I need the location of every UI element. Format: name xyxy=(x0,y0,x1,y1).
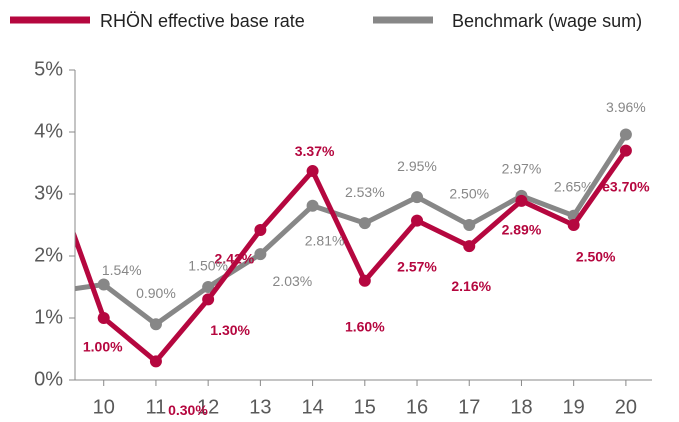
point xyxy=(149,355,162,368)
point xyxy=(411,191,424,204)
data-label: 2.81% xyxy=(305,232,345,248)
point xyxy=(463,219,476,231)
x-tick-label: 12 xyxy=(197,396,219,418)
x-tick-label: 16 xyxy=(406,396,428,418)
data-label: 2.16% xyxy=(451,278,491,294)
x-tick-label: 15 xyxy=(354,396,376,418)
x-tick-label: 20 xyxy=(615,396,637,418)
point xyxy=(358,274,371,287)
data-label: 3.37% xyxy=(295,143,335,159)
y-tick-label: 1% xyxy=(34,306,63,328)
y-tick-label: 3% xyxy=(34,182,63,204)
x-tick-label: 14 xyxy=(301,396,323,418)
x-tick-label: 19 xyxy=(563,396,585,418)
point xyxy=(463,240,476,253)
data-label: 1.50% xyxy=(188,258,228,274)
data-label: 2.97% xyxy=(502,161,542,177)
data-label: 2.57% xyxy=(397,258,437,274)
point xyxy=(567,219,580,231)
data-label: 2.53% xyxy=(345,184,385,200)
x-tick-label: 13 xyxy=(249,396,271,418)
point xyxy=(254,248,267,261)
legend-label: Benchmark (wage sum) xyxy=(452,11,642,31)
y-tick-label: 5% xyxy=(34,58,63,80)
x-tick-label: 10 xyxy=(93,396,115,418)
point xyxy=(358,217,371,230)
point xyxy=(619,144,632,157)
series-line xyxy=(75,149,628,364)
point xyxy=(149,318,162,331)
legend-label: RHÖN effective base rate xyxy=(100,11,305,31)
plot-area xyxy=(75,128,632,368)
x-tick-label: 11 xyxy=(146,396,167,418)
point xyxy=(306,165,319,178)
point xyxy=(515,194,528,207)
data-label: 3.96% xyxy=(606,99,646,115)
data-label: 2.03% xyxy=(273,273,313,289)
y-tick-label: 0% xyxy=(34,368,63,390)
point xyxy=(254,223,267,236)
data-label: 2.42% xyxy=(215,251,255,267)
data-label: 1.54% xyxy=(102,262,142,278)
data-label: 0.30% xyxy=(168,402,208,418)
data-label: 0.90% xyxy=(136,285,176,301)
data-label: 2.50% xyxy=(576,249,616,265)
data-label: 2.89% xyxy=(502,222,542,238)
point xyxy=(97,312,110,324)
point xyxy=(97,278,110,291)
point xyxy=(202,281,215,293)
data-label: 1.60% xyxy=(345,319,385,335)
data-label: 2.50% xyxy=(449,186,489,202)
series-line xyxy=(75,133,628,327)
y-tick-label: 2% xyxy=(34,244,63,266)
x-tick-label: 18 xyxy=(510,396,532,418)
point xyxy=(306,199,319,212)
data-label: 1.00% xyxy=(83,339,123,355)
point xyxy=(411,214,424,227)
y-tick-label: 4% xyxy=(34,120,63,142)
data-label: e3.70% xyxy=(602,178,650,194)
point xyxy=(202,293,215,306)
point xyxy=(619,128,632,141)
x-tick-label: 17 xyxy=(458,396,480,418)
data-label: 2.95% xyxy=(397,158,437,174)
data-label: 2.65% xyxy=(554,178,594,194)
data-label: 1.30% xyxy=(210,322,250,338)
